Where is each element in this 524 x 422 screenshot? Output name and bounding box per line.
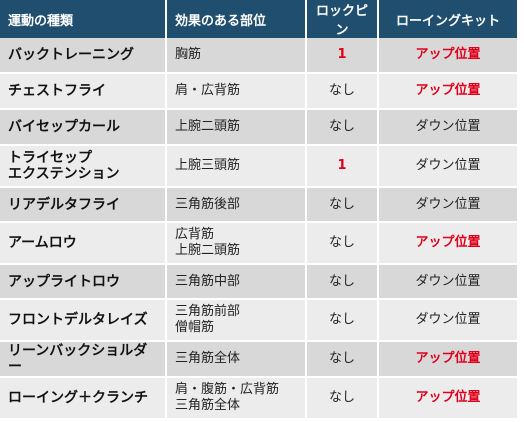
exercise-cell: リアデルタフライ: [0, 188, 167, 223]
table-row: リーンバックショルダー 三角筋全体 なし アップ位置: [0, 342, 519, 378]
lock-pin-cell: 1: [307, 146, 379, 188]
exercise-name: トライセップ: [8, 150, 92, 166]
header-rowing-kit: ローイングキット: [379, 0, 519, 38]
exercise-name: チェストフライ: [8, 83, 106, 99]
exercise-cell: バイセップカール: [0, 110, 167, 146]
exercise-cell: アームロウ: [0, 223, 167, 265]
lock-pin-cell: 1: [307, 38, 379, 74]
muscles-cell: 肩・広背筋: [167, 74, 307, 110]
exercise-name: リアデルタフライ: [8, 196, 120, 213]
exercise-name: バックトレーニング: [8, 47, 134, 63]
rowing-kit-cell: アップ位置: [379, 74, 519, 110]
table-row: フロントデルタレイズ 三角筋前部 僧帽筋 なし ダウン位置: [0, 300, 519, 342]
muscle-name: 三角筋全体: [175, 398, 241, 413]
rowing-kit-cell: アップ位置: [379, 378, 519, 420]
muscle-name: 上腕三頭筋: [175, 158, 241, 173]
muscles-cell: 三角筋中部: [167, 265, 307, 300]
exercise-name: バイセップカール: [8, 119, 120, 135]
lock-pin-cell: なし: [307, 265, 379, 300]
header-exercise: 運動の種類: [0, 0, 167, 38]
table-row: バックトレーニング 胸筋 1 アップ位置: [0, 38, 519, 74]
rowing-kit-cell: ダウン位置: [379, 300, 519, 342]
exercise-name: ローイング＋クランチ: [8, 390, 148, 406]
muscles-cell: 上腕三頭筋: [167, 146, 307, 188]
muscle-name: 胸筋: [175, 47, 202, 62]
muscle-name: 三角筋中部: [175, 273, 241, 289]
table-row: ローイング＋クランチ 肩・腹筋・広背筋 三角筋全体 なし アップ位置: [0, 378, 519, 420]
exercise-name: リーンバックショルダー: [8, 343, 148, 375]
rowing-kit-cell: ダウン位置: [379, 146, 519, 188]
muscles-cell: 肩・腹筋・広背筋 三角筋全体: [167, 378, 307, 420]
lock-pin-cell: なし: [307, 378, 379, 420]
muscle-name: 三角筋後部: [175, 196, 241, 212]
muscles-cell: 三角筋後部: [167, 188, 307, 223]
exercise-name: フロントデルタレイズ: [8, 312, 148, 328]
header-lock-pin: ロックピン: [307, 0, 379, 38]
muscles-cell: 広背筋 上腕二頭筋: [167, 223, 307, 265]
muscles-cell: 三角筋前部 僧帽筋: [167, 300, 307, 342]
lock-pin-cell: なし: [307, 223, 379, 265]
rowing-kit-cell: アップ位置: [379, 223, 519, 265]
table-row: バイセップカール 上腕二頭筋 なし ダウン位置: [0, 110, 519, 146]
lock-pin-cell: なし: [307, 188, 379, 223]
rowing-kit-cell: アップ位置: [379, 38, 519, 74]
rowing-kit-cell: ダウン位置: [379, 188, 519, 223]
muscle-name: 僧帽筋: [175, 320, 215, 335]
muscles-cell: 三角筋全体: [167, 342, 307, 378]
exercise-name: アップライトロウ: [8, 273, 120, 290]
muscle-name: 三角筋全体: [175, 351, 241, 366]
muscle-name: 肩・腹筋・広背筋: [175, 382, 280, 397]
rowing-kit-cell: アップ位置: [379, 342, 519, 378]
lock-pin-cell: なし: [307, 342, 379, 378]
exercise-cell: チェストフライ: [0, 74, 167, 110]
muscles-cell: 上腕二頭筋: [167, 110, 307, 146]
table-row: トライセップ エクステンション 上腕三頭筋 1 ダウン位置: [0, 146, 519, 188]
muscle-name: 肩・広背筋: [175, 83, 241, 98]
table-row: アームロウ 広背筋 上腕二頭筋 なし アップ位置: [0, 223, 519, 265]
muscle-name: 上腕二頭筋: [175, 119, 241, 134]
exercise-cell: アップライトロウ: [0, 265, 167, 300]
table-row: アップライトロウ 三角筋中部 なし ダウン位置: [0, 265, 519, 300]
muscles-cell: 胸筋: [167, 38, 307, 74]
exercise-cell: トライセップ エクステンション: [0, 146, 167, 188]
lock-pin-cell: なし: [307, 74, 379, 110]
rowing-kit-cell: ダウン位置: [379, 110, 519, 146]
rowing-kit-cell: ダウン位置: [379, 265, 519, 300]
muscle-name: 三角筋前部: [175, 304, 241, 319]
table-row: チェストフライ 肩・広背筋 なし アップ位置: [0, 74, 519, 110]
exercise-cell: フロントデルタレイズ: [0, 300, 167, 342]
exercise-cell: リーンバックショルダー: [0, 342, 167, 378]
lock-pin-cell: なし: [307, 110, 379, 146]
table-body: バックトレーニング 胸筋 1 アップ位置 チェストフライ 肩・広背筋 なし アップ位置 バイセッ…: [0, 38, 519, 420]
muscle-name: 広背筋: [175, 227, 215, 242]
exercise-cell: ローイング＋クランチ: [0, 378, 167, 420]
exercise-cell: バックトレーニング: [0, 38, 167, 74]
lock-pin-cell: なし: [307, 300, 379, 342]
exercise-name: エクステンション: [8, 166, 120, 182]
muscle-name: 上腕二頭筋: [175, 243, 241, 258]
table-row: リアデルタフライ 三角筋後部 なし ダウン位置: [0, 188, 519, 223]
exercise-name: アームロウ: [8, 235, 77, 251]
header-muscles: 効果のある部位: [167, 0, 307, 38]
table-header-row: 運動の種類 効果のある部位 ロックピン ローイングキット: [0, 0, 519, 38]
